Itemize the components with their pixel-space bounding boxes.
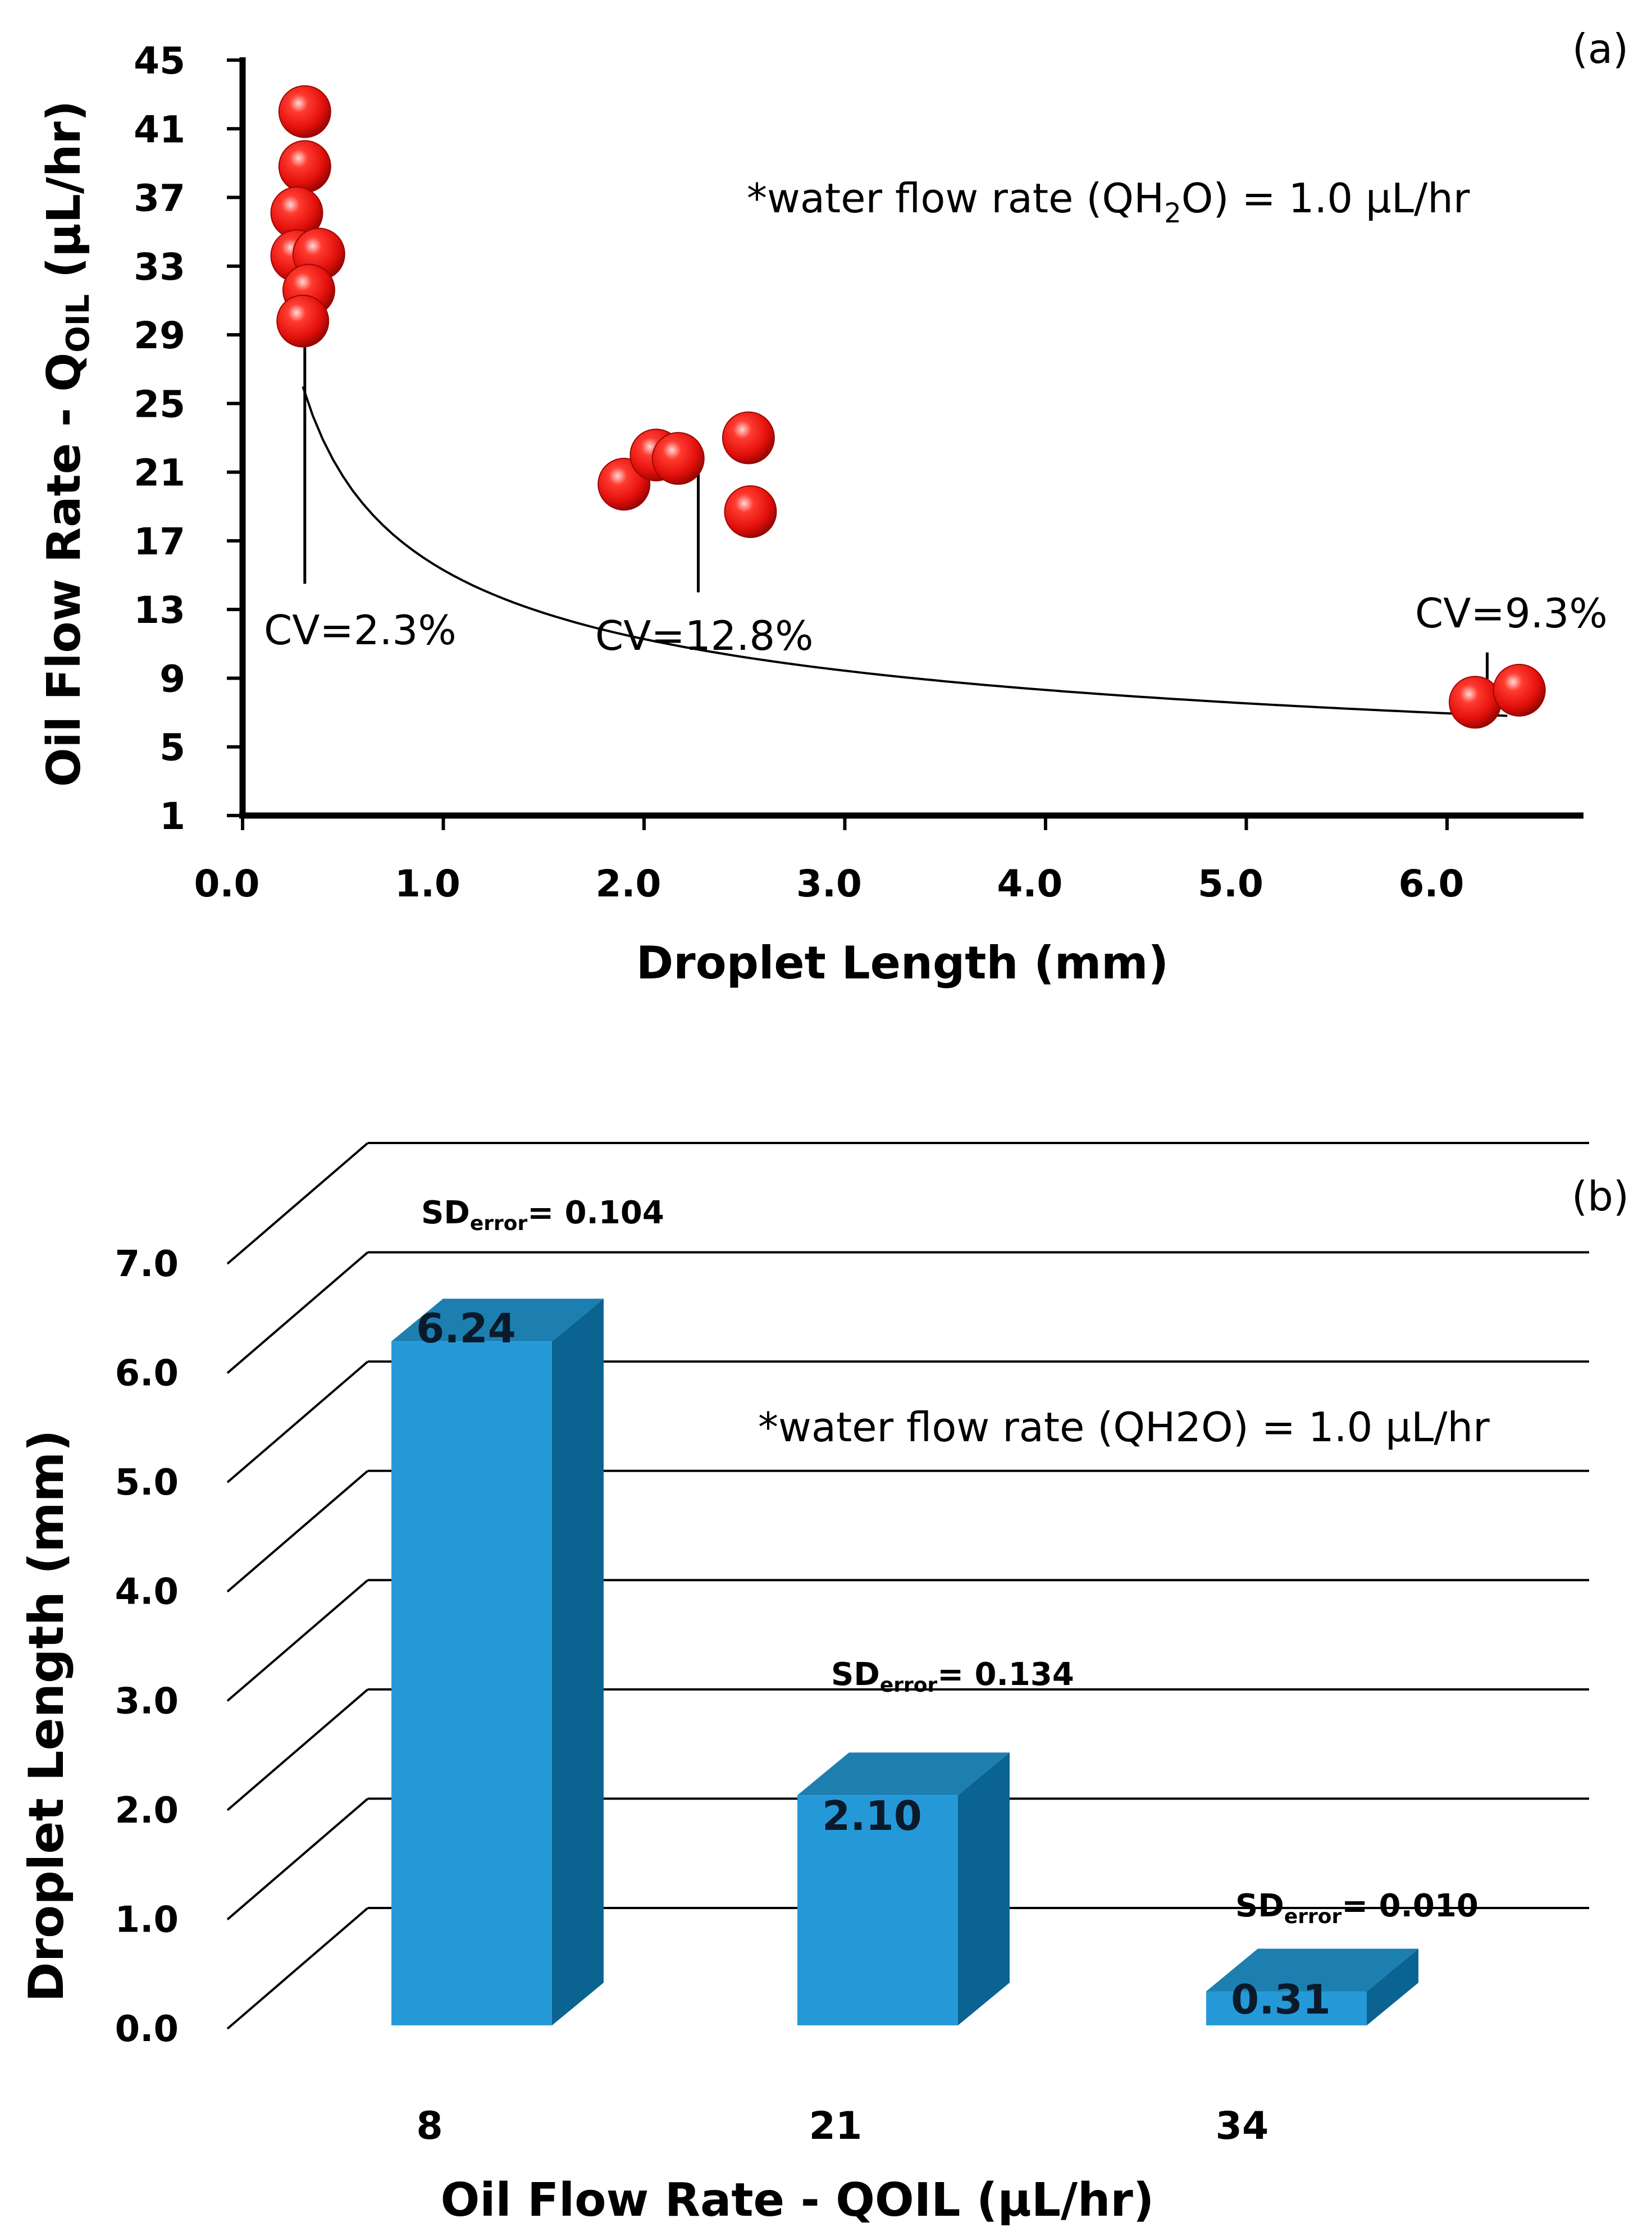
panel-a-x-tick-label: 1.0: [395, 862, 460, 905]
panel-b-x-axis-title: Oil Flow Rate - QOIL (μL/hr): [441, 2174, 1154, 2227]
panel-a-y-tick-label: 9: [159, 657, 185, 700]
panel-b-grid-diagonal: [226, 1797, 369, 1920]
panel-b-bar-chart: (b) 0.0 1.0 2.0 3.0 4.0 5.0 6.0 7.0 6.24 2.10 0.3…: [19, 1142, 1629, 2227]
panel-b-bar-front-face: [797, 1795, 958, 2025]
panel-b-note: *water flow rate (QH2O) = 1.0 μL/hr: [758, 1404, 1490, 1451]
panel-a-y-tick-label: 25: [134, 382, 185, 426]
panel-a-data-point: [1449, 676, 1502, 729]
panel-a-y-tick-label: 17: [134, 520, 185, 563]
panel-a-data-point: [276, 294, 330, 348]
panel-a-cv-label-3: CV=9.3%: [1415, 590, 1608, 637]
panel-b-bars: 6.24 2.10 0.31: [391, 1299, 1418, 2025]
panel-a-y-tick-label: 41: [134, 108, 185, 151]
panel-a-x-axis-title: Droplet Length (mm): [636, 937, 1169, 989]
panel-b-label: (b): [1572, 1173, 1629, 1220]
panel-a-x-ticks: 0.0 1.0 2.0 3.0 4.0 5.0 6.0: [194, 816, 1464, 905]
panel-a-y-tick-label: 29: [134, 314, 185, 357]
panel-a-y-axis-title: Oil Flow Rate - QOIL (μL/hr): [38, 101, 97, 787]
panel-a-x-tick-label: 6.0: [1399, 862, 1464, 905]
panel-b-grid-diagonal: [226, 1688, 369, 1811]
panel-b-bar-side-face: [552, 1299, 604, 2025]
panel-b-sd-label: SDerror= 0.134: [831, 1656, 1074, 1697]
panel-a-y-ticks: 1 5 9 13 17 21 25 29 33 37 41 45: [134, 39, 243, 838]
panel-a-cv-label-2: CV=12.8%: [595, 612, 814, 659]
panel-b-bar-side-face: [958, 1752, 1010, 2025]
panel-a-fit-curve: [302, 386, 1508, 717]
panel-a-scatter: (a) 1 5 9 13 17 21 25 29 33 37 41 45 0.0 1.0 2.0 3.0 4.…: [38, 25, 1628, 989]
panel-a-x-tick-label: 0.0: [194, 862, 260, 905]
panel-b-x-tick-label: 21: [809, 2104, 862, 2148]
panel-b-bar-front-face: [391, 1341, 552, 2025]
panel-b-bar-8: 6.24: [391, 1299, 604, 2025]
panel-b-bar-top-face: [1206, 1948, 1418, 1992]
panel-a-x-tick-label: 5.0: [1198, 862, 1263, 905]
panel-a-y-tick-label: 37: [134, 177, 185, 220]
panel-b-bar-top-face: [391, 1299, 604, 1342]
panel-b-y-tick-label: 0.0: [115, 2009, 179, 2050]
panel-a-y-tick-label: 45: [134, 39, 185, 83]
panel-a-label: (a): [1572, 25, 1628, 72]
panel-a-y-tick-label: 13: [134, 589, 185, 632]
panel-a-y-tick-label: 21: [134, 452, 185, 495]
panel-a-points: [270, 85, 1546, 729]
panel-b-y-tick-label: 6.0: [115, 1353, 179, 1395]
panel-b-grid-diagonal: [226, 1251, 369, 1374]
panel-a-data-point: [278, 85, 331, 138]
panel-b-y-tick-label: 4.0: [115, 1572, 179, 1613]
panel-a-data-point: [724, 485, 777, 538]
panel-a-data-point: [278, 140, 331, 193]
panel-a-data-point: [651, 432, 705, 485]
panel-a-x-tick-label: 4.0: [997, 862, 1063, 905]
panel-b-sd-labels: SDerror= 0.104 SDerror= 0.134 SDerror= 0.0…: [421, 1195, 1478, 1928]
panel-b-bar-value-label: 6.24: [416, 1305, 516, 1352]
panel-b-y-tick-label: 3.0: [115, 1681, 179, 1722]
panel-a-cv-label-1: CV=2.3%: [264, 607, 457, 654]
panel-a-y-tick-label: 33: [134, 245, 185, 289]
panel-b-y-tick-label: 1.0: [115, 1899, 179, 1941]
panel-b-grid-diagonal: [226, 1142, 369, 1265]
panel-a-x-tick-label: 2.0: [596, 862, 661, 905]
panel-b-x-ticks: 8 21 34: [416, 2104, 1268, 2148]
panel-a-x-tick-label: 3.0: [796, 862, 862, 905]
panel-b-sd-label: SDerror= 0.010: [1235, 1888, 1478, 1928]
panel-b-bar-21: 2.10: [797, 1752, 1010, 2025]
panel-a-y-tick-label: 5: [159, 726, 185, 769]
panel-b-grid-diagonal: [226, 1470, 369, 1593]
panel-a-data-point: [1493, 663, 1546, 717]
panel-b-y-tick-label: 2.0: [115, 1790, 179, 1832]
panel-b-y-ticks: 0.0 1.0 2.0 3.0 4.0 5.0 6.0 7.0: [115, 1244, 179, 2050]
panel-b-grid-diagonal: [226, 1579, 369, 1702]
panel-b-bar-top-face: [797, 1752, 1010, 1796]
panel-b-bar-side-face: [1367, 1948, 1418, 2025]
panel-b-x-tick-label: 8: [416, 2104, 442, 2148]
panel-b-y-axis-title: Droplet Length (mm): [19, 1429, 75, 2002]
panel-b-bar-value-label: 0.31: [1231, 1976, 1331, 2023]
panel-b-grid-diagonal: [226, 1907, 369, 2030]
panel-b-bar-front-face: [1206, 1991, 1367, 2025]
panel-b-bar-34: 0.31: [1206, 1948, 1418, 2025]
panel-b-bar-value-label: 2.10: [822, 1792, 922, 1839]
panel-a-note: *water flow rate (QH2O) = 1.0 μL/hr: [747, 175, 1470, 229]
panel-b-y-tick-label: 7.0: [115, 1244, 179, 1285]
panel-b-grid-diagonal: [226, 1360, 369, 1483]
panel-b-sd-label: SDerror= 0.104: [421, 1195, 664, 1235]
panel-b-y-tick-label: 5.0: [115, 1462, 179, 1504]
panel-a-data-point: [722, 411, 775, 464]
panel-a-y-tick-label: 1: [159, 795, 185, 838]
panel-b-x-tick-label: 34: [1216, 2104, 1269, 2148]
panel-a-annotation-lines: [303, 249, 1489, 696]
